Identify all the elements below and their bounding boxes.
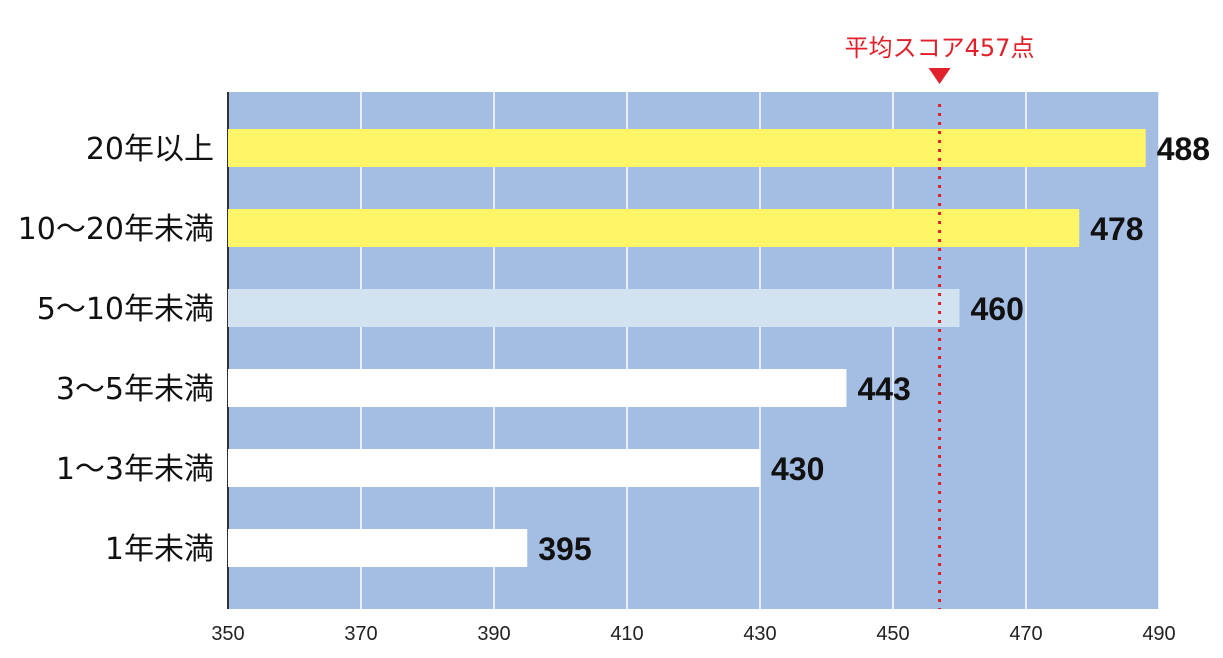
plot-area — [228, 92, 1159, 609]
category-label: 1〜3年未満 — [56, 452, 214, 487]
x-tick-label: 410 — [610, 623, 643, 645]
bar — [228, 449, 760, 487]
bar — [228, 529, 528, 567]
bar — [228, 369, 847, 407]
average-marker-icon — [928, 68, 951, 84]
x-tick-label: 390 — [477, 623, 510, 645]
bar — [228, 129, 1146, 167]
x-tick-label: 350 — [211, 623, 244, 645]
category-label: 3〜5年未満 — [56, 372, 214, 407]
x-tick-label: 370 — [344, 623, 377, 645]
value-label: 443 — [857, 371, 910, 407]
x-tick-label: 490 — [1142, 623, 1175, 645]
category-label: 5〜10年未満 — [37, 292, 214, 327]
bar — [228, 209, 1080, 247]
value-label: 430 — [771, 451, 824, 487]
category-label: 20年以上 — [86, 132, 214, 167]
x-tick-label: 430 — [743, 623, 776, 645]
bar — [228, 289, 960, 327]
value-label: 488 — [1157, 131, 1210, 167]
x-tick-label: 450 — [876, 623, 909, 645]
average-label: 平均スコア457点 — [845, 34, 1035, 62]
category-label: 1年未満 — [105, 532, 214, 567]
category-label: 10〜20年未満 — [18, 212, 214, 247]
value-label: 478 — [1090, 211, 1143, 247]
x-tick-label: 470 — [1009, 623, 1042, 645]
value-label: 460 — [971, 291, 1024, 327]
value-label: 395 — [538, 531, 591, 567]
